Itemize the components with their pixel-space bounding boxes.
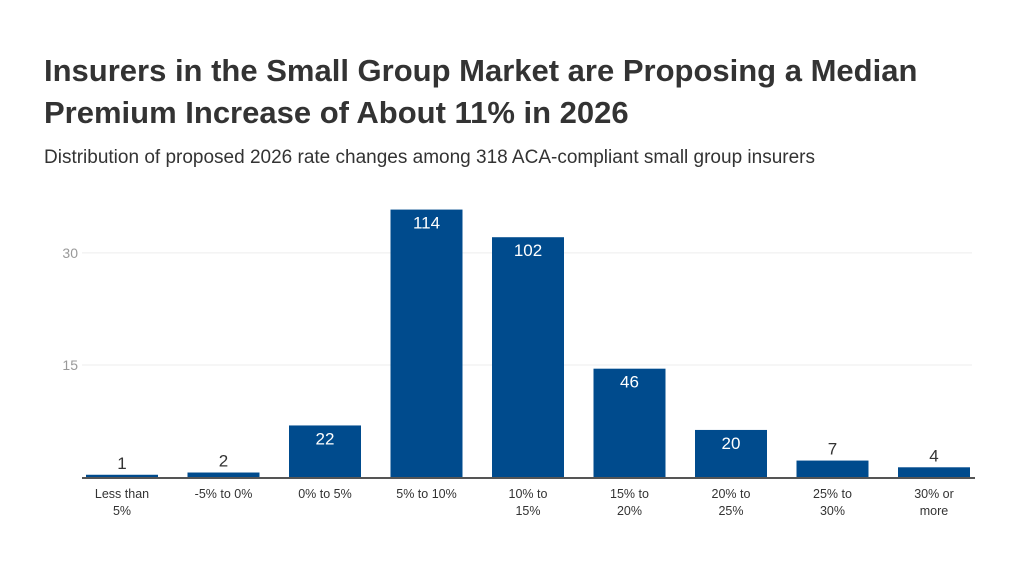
data-label: 102 bbox=[514, 241, 542, 260]
x-tick-label: 0% to 5% bbox=[298, 487, 352, 501]
data-label: 7 bbox=[828, 440, 837, 459]
x-tick-label: Less than bbox=[95, 487, 149, 501]
x-tick-label: 10% to bbox=[509, 487, 548, 501]
data-label: 46 bbox=[620, 373, 639, 392]
x-tick-label: 5% bbox=[113, 504, 131, 518]
data-label: 1 bbox=[117, 454, 126, 473]
x-tick-label: 25% bbox=[718, 504, 743, 518]
x-tick-label: 15% bbox=[515, 504, 540, 518]
y-tick-label: 30 bbox=[62, 245, 78, 261]
x-tick-label: more bbox=[920, 504, 949, 518]
x-tick-label: 5% to 10% bbox=[396, 487, 456, 501]
y-tick-label: 15 bbox=[62, 357, 78, 373]
bar bbox=[593, 368, 666, 477]
data-label: 20 bbox=[722, 434, 741, 453]
data-label: 22 bbox=[316, 429, 335, 448]
x-tick-label: 25% to bbox=[813, 487, 852, 501]
x-tick-label: 15% to bbox=[610, 487, 649, 501]
data-label: 114 bbox=[413, 214, 440, 233]
chart-subtitle: Distribution of proposed 2026 rate chang… bbox=[44, 147, 815, 168]
x-tick-label: 20% bbox=[617, 504, 642, 518]
bar bbox=[187, 472, 260, 477]
data-label: 4 bbox=[929, 446, 938, 465]
chart-title: Insurers in the Small Group Market are P… bbox=[44, 53, 918, 130]
bar bbox=[86, 474, 158, 477]
bar bbox=[289, 425, 361, 477]
x-tick-label: 30% bbox=[820, 504, 845, 518]
bar bbox=[796, 460, 869, 477]
bar bbox=[695, 429, 767, 477]
bar bbox=[492, 237, 564, 477]
x-tick-label: 30% or bbox=[914, 487, 954, 501]
bar bbox=[390, 209, 463, 477]
bar bbox=[898, 467, 970, 477]
data-label: 2 bbox=[219, 452, 228, 471]
x-tick-label: 20% to bbox=[712, 487, 751, 501]
x-tick-label: -5% to 0% bbox=[195, 487, 253, 501]
